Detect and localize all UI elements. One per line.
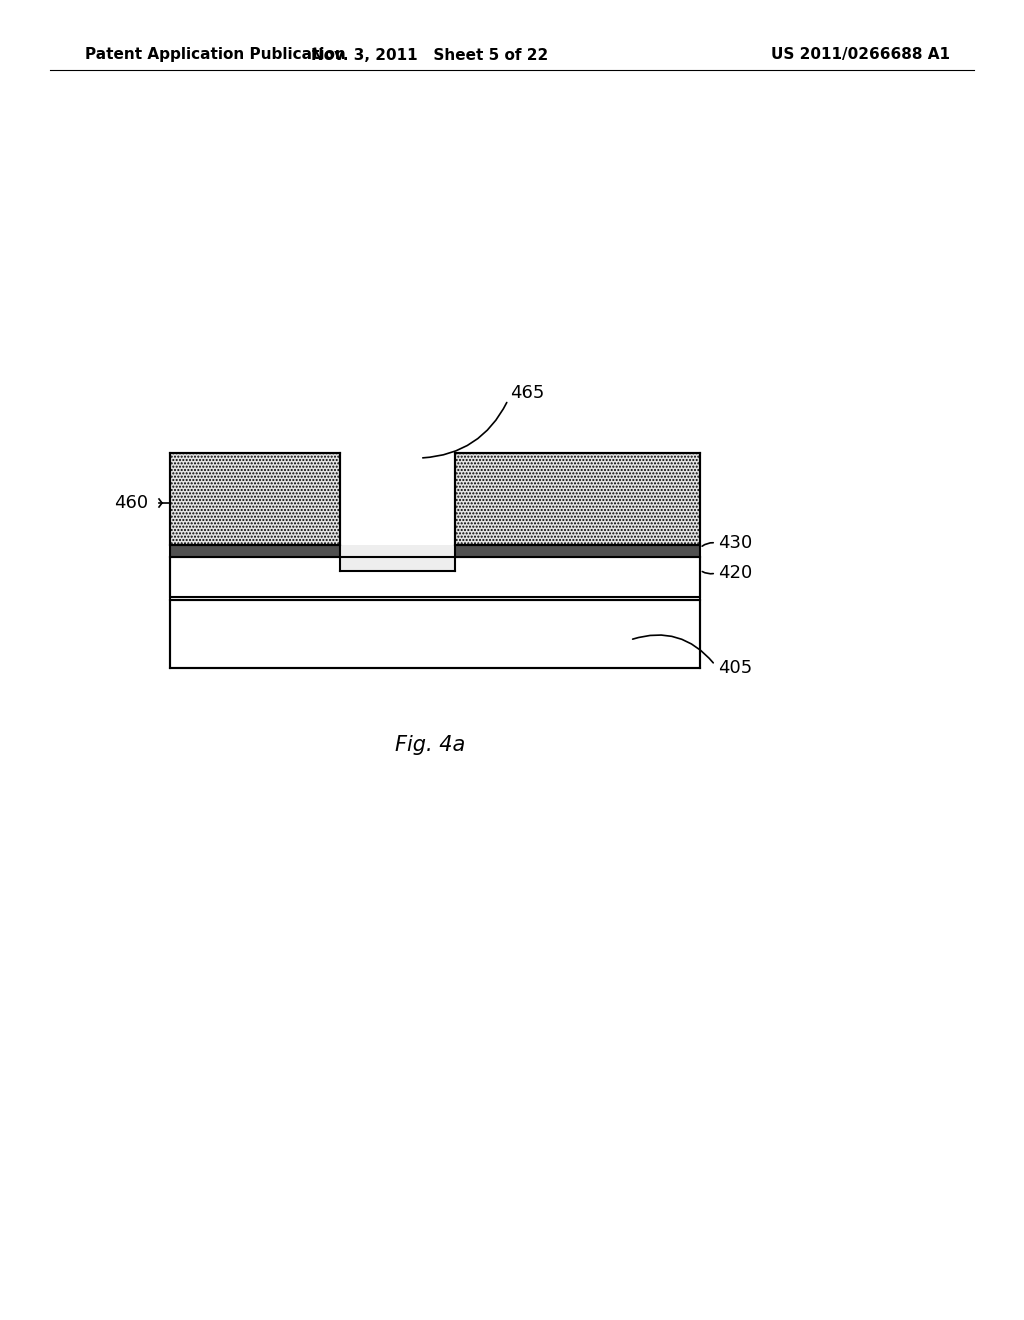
FancyArrowPatch shape xyxy=(423,403,507,458)
Text: US 2011/0266688 A1: US 2011/0266688 A1 xyxy=(771,48,950,62)
Bar xyxy=(455,453,700,545)
Text: 430: 430 xyxy=(718,535,753,552)
FancyArrowPatch shape xyxy=(702,572,714,574)
FancyArrowPatch shape xyxy=(702,543,714,546)
Text: Nov. 3, 2011   Sheet 5 of 22: Nov. 3, 2011 Sheet 5 of 22 xyxy=(311,48,549,62)
Bar xyxy=(170,601,700,668)
Text: Fig. 4a: Fig. 4a xyxy=(395,735,465,755)
Text: 460: 460 xyxy=(114,494,148,512)
Bar xyxy=(170,453,340,545)
Bar xyxy=(340,545,455,572)
Bar xyxy=(170,557,700,597)
FancyArrowPatch shape xyxy=(633,635,714,663)
Bar xyxy=(455,453,700,545)
Bar xyxy=(170,545,340,557)
Text: 420: 420 xyxy=(718,564,753,582)
Bar xyxy=(170,453,340,545)
Text: Patent Application Publication: Patent Application Publication xyxy=(85,48,346,62)
Text: 465: 465 xyxy=(510,384,545,403)
Text: 405: 405 xyxy=(718,659,753,677)
Bar xyxy=(455,545,700,557)
